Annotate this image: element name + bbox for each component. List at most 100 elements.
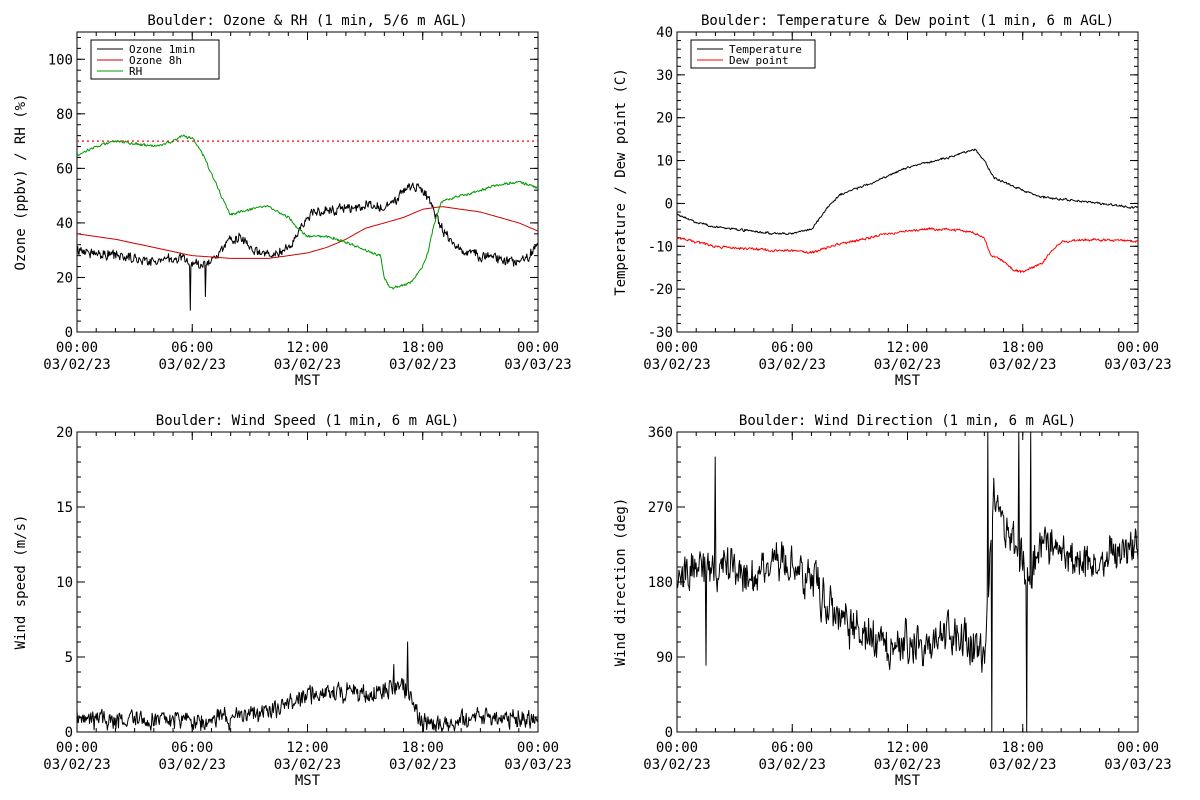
x-tick-date-label: 03/02/23 <box>43 757 110 773</box>
y-tick-label: 360 <box>648 425 673 441</box>
y-tick-label: 20 <box>56 425 73 441</box>
y-tick-label: 0 <box>65 325 73 341</box>
x-tick-date-label: 03/02/23 <box>159 757 226 773</box>
legend-entry: RH <box>129 65 142 78</box>
plot-frame <box>76 431 539 733</box>
chart-title: Boulder: Wind Direction (1 min, 6 m AGL) <box>739 413 1076 429</box>
chart-title: Boulder: Wind Speed (1 min, 6 m AGL) <box>156 413 459 429</box>
chart-panel-2: Boulder: Temperature & Dew point (1 min,… <box>613 13 1172 389</box>
y-axis-label: Temperature / Dew point (C) <box>613 68 629 296</box>
x-tick-time-label: 18:00 <box>1002 740 1044 756</box>
x-tick-time-label: 12:00 <box>286 340 328 356</box>
x-tick-date-label: 03/02/23 <box>989 357 1056 373</box>
x-tick-time-label: 18:00 <box>1002 340 1044 356</box>
plot-area <box>677 148 1138 274</box>
x-tick-time-label: 00:00 <box>656 340 698 356</box>
legend-entry: Ozone 1min <box>129 43 195 56</box>
y-tick-label: -10 <box>648 239 673 255</box>
x-tick-date-label: 03/02/23 <box>759 757 826 773</box>
chart-panel-1: Boulder: Ozone & RH (1 min, 5/6 m AGL) 0 2… <box>13 13 572 389</box>
y-tick-label: 5 <box>65 650 73 666</box>
series-line-series-0 <box>77 641 538 732</box>
plot-area <box>77 134 538 311</box>
y-tick-label: 60 <box>56 161 73 177</box>
x-tick-time-label: 12:00 <box>286 740 328 756</box>
x-tick-time-label: 12:00 <box>886 340 928 356</box>
legend-entry: Temperature <box>729 43 802 56</box>
x-tick-time-label: 00:00 <box>517 340 559 356</box>
chart-title: Boulder: Temperature & Dew point (1 min,… <box>701 13 1114 29</box>
x-tick-time-label: 00:00 <box>656 740 698 756</box>
x-tick-time-label: 00:00 <box>56 340 98 356</box>
series-line-rh <box>77 134 538 290</box>
plot-area <box>677 432 1138 732</box>
x-tick-date-label: 03/02/23 <box>389 757 456 773</box>
x-tick-date-label: 03/03/23 <box>1104 757 1171 773</box>
x-tick-time-label: 06:00 <box>771 740 813 756</box>
y-tick-label: 20 <box>656 111 673 127</box>
legend-entry: Ozone 8h <box>129 54 182 67</box>
y-tick-label: 40 <box>56 216 73 232</box>
x-tick-time-label: 06:00 <box>171 340 213 356</box>
series-line-series-0 <box>677 432 1138 732</box>
x-tick-date-label: 03/02/23 <box>643 357 710 373</box>
plot-frame <box>676 31 1139 333</box>
x-axis-label: MST <box>295 373 321 389</box>
y-tick-label: 80 <box>56 107 73 123</box>
y-tick-label: 15 <box>56 500 73 516</box>
y-tick-label: 10 <box>56 575 73 591</box>
chart-panel-4: Boulder: Wind Direction (1 min, 6 m AGL)… <box>613 413 1172 789</box>
x-tick-date-label: 03/02/23 <box>43 357 110 373</box>
y-axis-label: Wind speed (m/s) <box>13 515 29 650</box>
x-tick-date-label: 03/02/23 <box>989 757 1056 773</box>
x-axis-label: MST <box>295 773 321 789</box>
y-tick-label: -30 <box>648 325 673 341</box>
x-tick-date-label: 03/02/23 <box>643 757 710 773</box>
x-tick-date-label: 03/03/23 <box>504 357 571 373</box>
y-tick-label: 180 <box>648 575 673 591</box>
series-line-ozone-8h <box>77 206 538 259</box>
x-tick-date-label: 03/03/23 <box>504 757 571 773</box>
x-tick-date-label: 03/02/23 <box>759 357 826 373</box>
y-tick-label: 30 <box>656 68 673 84</box>
y-tick-label: 0 <box>665 725 673 741</box>
x-tick-time-label: 12:00 <box>886 740 928 756</box>
x-tick-date-label: 03/03/23 <box>1104 357 1171 373</box>
y-axis-label: Wind direction (deg) <box>613 498 629 667</box>
chart-title: Boulder: Ozone & RH (1 min, 5/6 m AGL) <box>147 13 467 29</box>
x-tick-date-label: 03/02/23 <box>274 357 341 373</box>
x-tick-date-label: 03/02/23 <box>874 357 941 373</box>
x-tick-date-label: 03/02/23 <box>159 357 226 373</box>
y-tick-label: 0 <box>665 196 673 212</box>
x-axis-label: MST <box>895 773 921 789</box>
y-tick-label: 270 <box>648 500 673 516</box>
x-tick-time-label: 06:00 <box>171 740 213 756</box>
x-tick-time-label: 18:00 <box>402 340 444 356</box>
legend-box <box>690 39 816 69</box>
x-axis-label: MST <box>895 373 921 389</box>
y-axis-label: Ozone (ppbv) / RH (%) <box>13 93 29 270</box>
y-tick-label: 0 <box>65 725 73 741</box>
y-tick-label: 90 <box>656 650 673 666</box>
x-tick-date-label: 03/02/23 <box>274 757 341 773</box>
y-tick-label: -20 <box>648 282 673 298</box>
series-line-ozone-1min <box>77 182 538 311</box>
x-tick-time-label: 00:00 <box>1117 340 1159 356</box>
series-line-dew-point <box>677 227 1138 274</box>
x-tick-time-label: 00:00 <box>56 740 98 756</box>
x-tick-date-label: 03/02/23 <box>389 357 456 373</box>
x-tick-time-label: 00:00 <box>517 740 559 756</box>
y-tick-label: 40 <box>656 25 673 41</box>
x-tick-time-label: 00:00 <box>1117 740 1159 756</box>
x-tick-date-label: 03/02/23 <box>874 757 941 773</box>
plot-area <box>77 641 538 732</box>
y-tick-label: 20 <box>56 270 73 286</box>
legend-entry: Dew point <box>729 54 789 67</box>
series-line-temperature <box>677 148 1138 236</box>
y-tick-label: 100 <box>48 52 73 68</box>
x-tick-time-label: 18:00 <box>402 740 444 756</box>
y-tick-label: 10 <box>656 154 673 170</box>
